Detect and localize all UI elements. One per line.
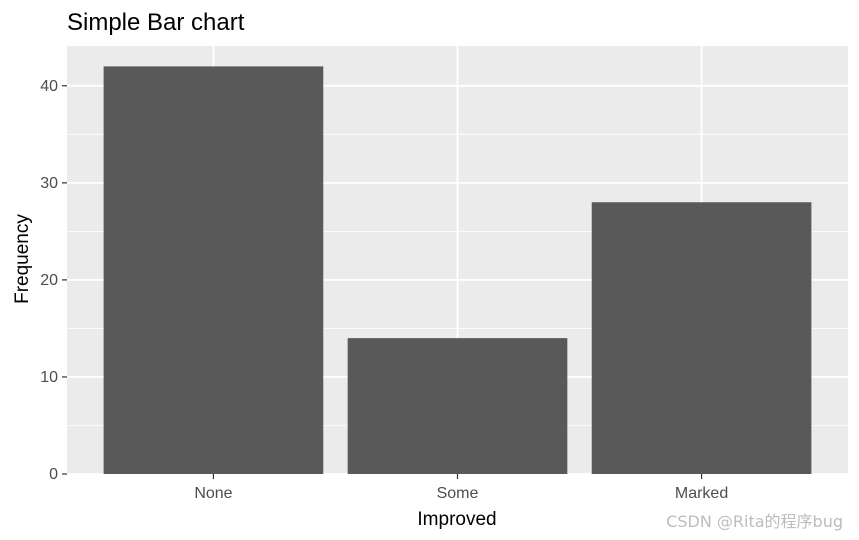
y-tick-label: 0 [49, 466, 58, 483]
x-tick-label: None [194, 485, 232, 502]
bar-some [347, 338, 568, 474]
watermark: CSDN @Rita的程序bug [666, 512, 843, 531]
bars [103, 66, 812, 474]
y-axis: 0 10 20 30 40 [40, 78, 67, 483]
y-tick-label: 10 [40, 369, 58, 386]
bar-none [103, 66, 324, 474]
chart-title: Simple Bar chart [67, 9, 245, 36]
y-axis-title: Frequency [12, 214, 33, 304]
bar-marked [591, 202, 812, 474]
x-tick-label: Marked [675, 485, 728, 502]
x-tick-label: Some [437, 485, 479, 502]
x-axis: None Some Marked [194, 474, 728, 502]
y-tick-label: 30 [40, 175, 58, 192]
x-axis-title: Improved [417, 509, 496, 530]
y-tick-label: 20 [40, 272, 58, 289]
y-tick-label: 40 [40, 78, 58, 95]
